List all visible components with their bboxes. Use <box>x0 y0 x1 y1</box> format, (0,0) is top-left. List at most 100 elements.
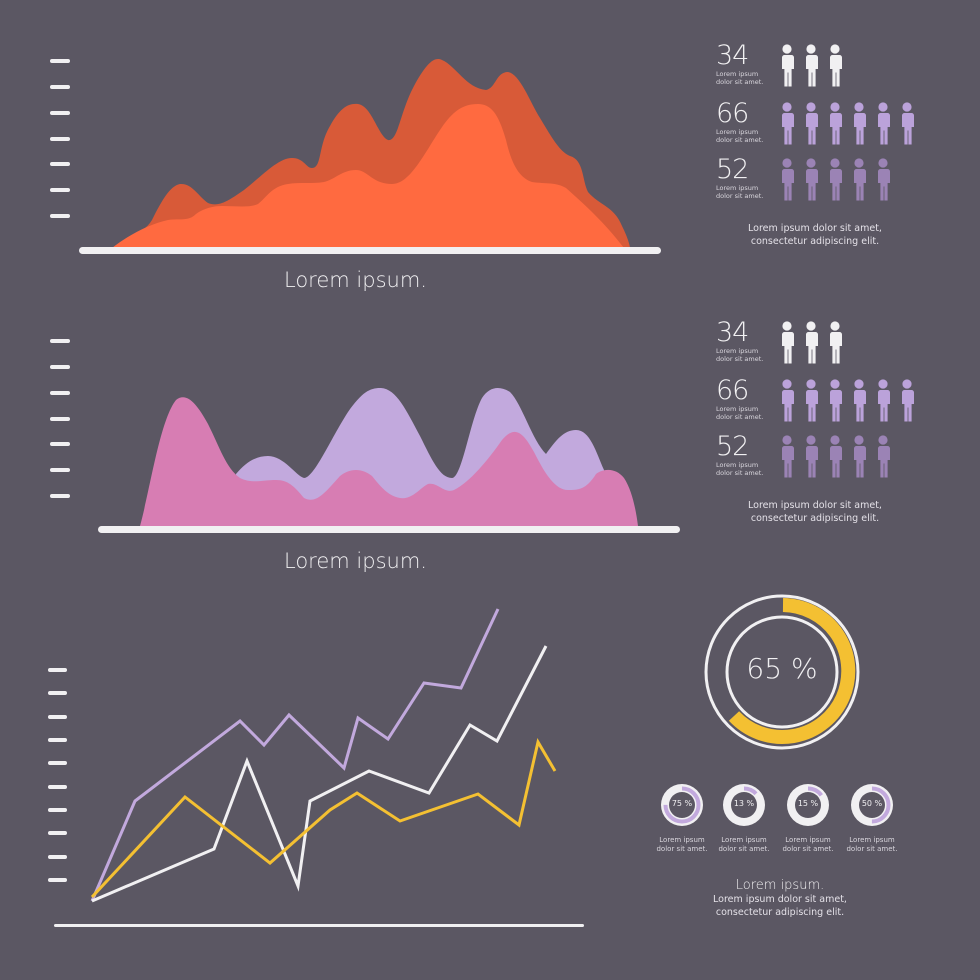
orange-front-area <box>112 104 624 248</box>
y-tick <box>50 137 70 141</box>
chart-caption: Lorem ipsum. <box>284 268 427 292</box>
donut-caption: Lorem ipsum dolor sit amet. <box>844 836 900 854</box>
donut-caption: Lorem ipsum dolor sit amet. <box>716 836 772 854</box>
mini-donut: 50 % Lorem ipsum dolor sit amet. <box>844 784 900 854</box>
person-icon <box>830 102 842 145</box>
x-axis-baseline <box>54 924 584 927</box>
y-tick <box>50 391 70 395</box>
y-tick <box>48 761 67 765</box>
y-tick <box>50 339 70 343</box>
person-icon <box>878 102 890 145</box>
purple-area-plot <box>140 388 638 526</box>
chart-caption: Lorem ipsum. <box>284 549 427 573</box>
y-tick <box>48 691 67 695</box>
person-icon <box>782 321 794 364</box>
y-tick <box>50 111 70 115</box>
donut-caption: Lorem ipsum dolor sit amet. <box>780 836 836 854</box>
caption-line: Lorem ipsum <box>785 836 831 844</box>
person-icon <box>830 44 842 87</box>
donut-ring <box>851 784 893 826</box>
caption-line: dolor sit amet. <box>846 845 898 853</box>
bottom-note-line: consectetur adipiscing elit. <box>715 907 845 918</box>
lavender-line <box>90 608 500 902</box>
person-icon <box>902 102 914 145</box>
y-tick <box>50 417 70 421</box>
person-icon <box>782 44 794 87</box>
caption-line: dolor sit amet. <box>656 845 708 853</box>
mini-donut: 15 % Lorem ipsum dolor sit amet. <box>780 784 836 854</box>
people-icons <box>780 435 890 479</box>
donut-ring <box>787 784 829 826</box>
person-icon <box>806 435 818 478</box>
donut-value: 50 % <box>861 799 883 808</box>
person-icon <box>854 435 866 478</box>
bottom-note-title: Lorem ipsum. <box>735 878 825 893</box>
gauge-value: 65 % <box>746 652 818 685</box>
y-tick <box>48 808 67 812</box>
caption-line: Lorem ipsum <box>721 836 767 844</box>
stat-value: 66 <box>716 98 749 129</box>
donut-value: 75 % <box>671 799 693 808</box>
y-tick <box>48 785 67 789</box>
caption-line: Lorem ipsum <box>659 836 705 844</box>
person-icon <box>854 102 866 145</box>
person-icon <box>806 321 818 364</box>
white-line <box>91 645 548 903</box>
y-tick <box>48 831 67 835</box>
y-tick <box>48 668 67 672</box>
stat-label: Lorem ipsum dolor sit amet. <box>716 184 764 200</box>
person-icon <box>830 321 842 364</box>
stat-label: Lorem ipsum dolor sit amet. <box>716 405 764 421</box>
stat-value: 52 <box>716 431 749 462</box>
y-tick <box>50 59 70 63</box>
orange-area-plot <box>112 59 630 249</box>
y-tick <box>50 442 70 446</box>
people-icons <box>780 102 914 146</box>
donut-caption: Lorem ipsum dolor sit amet. <box>654 836 710 854</box>
person-icon <box>830 379 842 422</box>
person-icon <box>806 379 818 422</box>
y-tick <box>50 214 70 218</box>
stat-label: Lorem ipsum dolor sit amet. <box>716 347 764 363</box>
person-icon <box>902 379 914 422</box>
note-line: consectetur adipiscing elit. <box>750 513 880 524</box>
note-line: Lorem ipsum dolor sit amet, <box>748 500 882 511</box>
person-icon <box>806 44 818 87</box>
y-tick <box>48 738 67 742</box>
people-icons <box>780 44 842 88</box>
stat-label: Lorem ipsum dolor sit amet. <box>716 128 764 144</box>
note-line: consectetur adipiscing elit. <box>750 236 880 247</box>
note-line: Lorem ipsum dolor sit amet, <box>748 223 882 234</box>
caption-line: dolor sit amet. <box>718 845 770 853</box>
people-icons <box>780 379 914 423</box>
person-icon <box>782 102 794 145</box>
person-icon <box>878 379 890 422</box>
y-tick <box>48 855 67 859</box>
person-icon <box>782 379 794 422</box>
person-icon <box>806 158 818 201</box>
progress-gauge: 65 % <box>702 594 862 754</box>
person-icon <box>878 435 890 478</box>
gauge-ring <box>704 594 860 750</box>
y-tick <box>50 85 70 89</box>
line-plot <box>90 608 557 903</box>
stat-value: 34 <box>716 317 749 348</box>
stat-label: Lorem ipsum dolor sit amet. <box>716 70 764 86</box>
person-icon <box>854 379 866 422</box>
mini-donut: 13 % Lorem ipsum dolor sit amet. <box>716 784 772 854</box>
person-icon <box>878 158 890 201</box>
person-icon <box>782 435 794 478</box>
x-axis-baseline <box>79 247 661 254</box>
stat-value: 52 <box>716 154 749 185</box>
y-tick <box>50 468 70 472</box>
bottom-note-line: Lorem ipsum dolor sit amet, <box>713 894 847 905</box>
mini-donut: 75 % Lorem ipsum dolor sit amet. <box>654 784 710 854</box>
y-tick <box>50 494 70 498</box>
person-icon <box>782 158 794 201</box>
bottom-note: Lorem ipsum. Lorem ipsum dolor sit amet,… <box>690 878 870 919</box>
donut-ring <box>661 784 703 826</box>
y-tick <box>50 162 70 166</box>
people-icons <box>780 321 842 365</box>
pink-front-area <box>140 397 638 526</box>
donut-ring <box>723 784 765 826</box>
